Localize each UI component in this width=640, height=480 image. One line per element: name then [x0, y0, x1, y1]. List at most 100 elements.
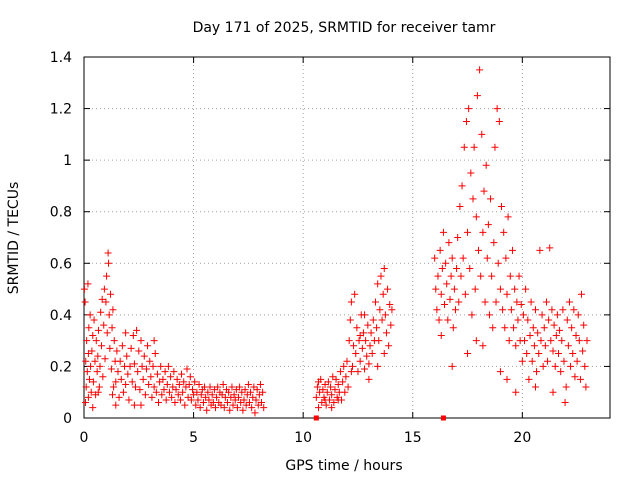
- data-point: [434, 272, 442, 280]
- data-point: [327, 383, 335, 391]
- data-point: [240, 396, 248, 404]
- data-point: [343, 357, 351, 365]
- data-point: [160, 386, 168, 394]
- data-point: [373, 324, 381, 332]
- data-point: [538, 311, 546, 319]
- data-point: [524, 316, 532, 324]
- data-point: [83, 368, 91, 376]
- data-point: [548, 306, 556, 314]
- data-point: [82, 399, 90, 407]
- data-point: [196, 404, 204, 412]
- data-point: [195, 380, 203, 388]
- data-point: [179, 388, 187, 396]
- data-point: [334, 396, 342, 404]
- data-point: [315, 378, 323, 386]
- data-points: [80, 66, 591, 421]
- data-point: [106, 344, 114, 352]
- data-point: [506, 272, 514, 280]
- data-point: [491, 143, 499, 151]
- data-point: [556, 326, 564, 334]
- data-point: [381, 311, 389, 319]
- data-point: [137, 401, 145, 409]
- data-point: [322, 401, 330, 409]
- data-point: [213, 393, 221, 401]
- data-point: [371, 298, 379, 306]
- data-point: [153, 370, 161, 378]
- data-point: [512, 388, 520, 396]
- data-point: [103, 272, 111, 280]
- data-point: [460, 143, 468, 151]
- data-point: [129, 331, 137, 339]
- data-point: [339, 378, 347, 386]
- data-point: [530, 342, 538, 350]
- data-point: [501, 324, 509, 332]
- data-point: [477, 272, 485, 280]
- data-point: [479, 342, 487, 350]
- data-point: [437, 290, 445, 298]
- data-point: [508, 246, 516, 254]
- data-point: [386, 301, 394, 309]
- data-point: [549, 388, 557, 396]
- data-point: [361, 365, 369, 373]
- data-point: [498, 203, 506, 211]
- data-point: [454, 234, 462, 241]
- data-point: [127, 344, 135, 352]
- data-point: [107, 365, 115, 373]
- data-point: [523, 350, 531, 358]
- data-point: [328, 404, 336, 412]
- data-point: [188, 386, 196, 394]
- data-point: [570, 306, 578, 314]
- data-point: [180, 378, 188, 386]
- data-point: [432, 285, 440, 293]
- data-point: [496, 285, 504, 293]
- data-point: [191, 378, 199, 386]
- data-point: [144, 342, 152, 350]
- data-point: [89, 404, 97, 412]
- data-point: [178, 370, 186, 378]
- data-point: [84, 393, 92, 401]
- data-point: [478, 130, 486, 138]
- data-point: [161, 368, 169, 376]
- data-point: [496, 368, 504, 376]
- data-point: [513, 298, 521, 306]
- data-point: [174, 391, 182, 399]
- data-point: [444, 316, 452, 324]
- data-point: [457, 272, 465, 280]
- data-point: [514, 316, 522, 324]
- data-point: [484, 221, 492, 229]
- data-point: [465, 105, 473, 113]
- data-point: [563, 316, 571, 324]
- data-point: [350, 342, 358, 350]
- data-point: [130, 401, 138, 409]
- data-point: [578, 290, 586, 298]
- data-point: [464, 350, 472, 358]
- data-point: [346, 316, 354, 324]
- data-point: [140, 352, 148, 360]
- data-point: [502, 254, 510, 262]
- data-point: [315, 404, 323, 412]
- data-point: [124, 370, 132, 378]
- data-point: [229, 401, 237, 409]
- data-point: [462, 117, 470, 125]
- data-point: [112, 378, 120, 386]
- data-point: [224, 399, 232, 407]
- data-point: [378, 316, 386, 324]
- y-tick-label: 0.2: [50, 359, 72, 375]
- data-point: [568, 324, 576, 332]
- data-point: [342, 373, 350, 381]
- data-point: [436, 246, 444, 254]
- data-point: [441, 301, 449, 309]
- data-point: [542, 298, 550, 306]
- data-point: [138, 362, 146, 370]
- data-point: [355, 337, 363, 345]
- data-point: [122, 380, 130, 388]
- data-point: [197, 391, 205, 399]
- data-point: [204, 388, 212, 396]
- data-point: [219, 380, 227, 388]
- data-point: [369, 316, 377, 324]
- data-point: [528, 357, 536, 365]
- data-point: [385, 342, 393, 350]
- data-point: [82, 383, 90, 391]
- data-point: [109, 306, 117, 314]
